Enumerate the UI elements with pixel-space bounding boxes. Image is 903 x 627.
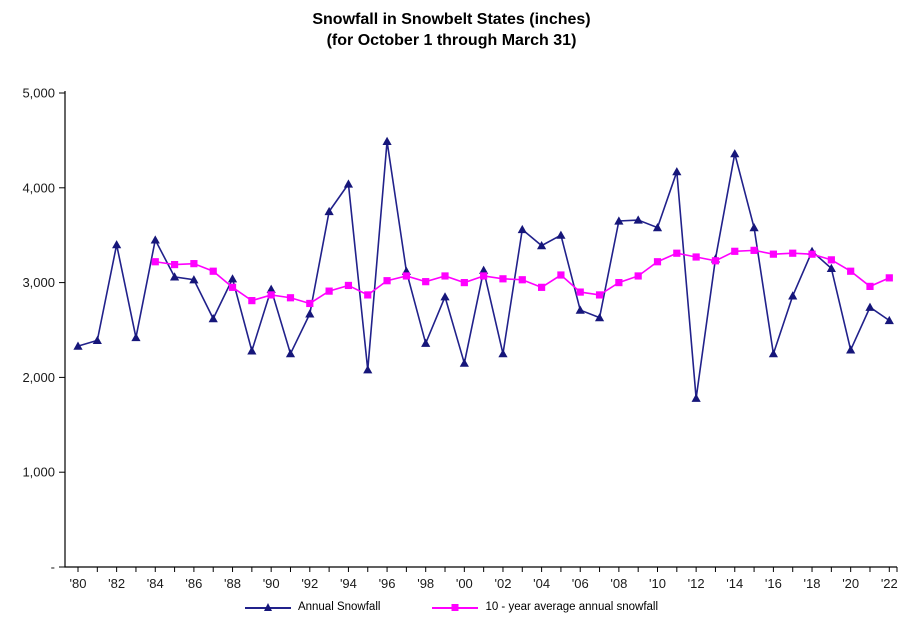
svg-text:'06: '06 [572, 576, 589, 591]
svg-text:5,000: 5,000 [22, 86, 55, 101]
svg-text:1,000: 1,000 [22, 465, 55, 480]
svg-text:-: - [51, 560, 55, 575]
legend-item-annual-snowfall: Annual Snowfall [244, 601, 381, 613]
svg-text:'90: '90 [263, 576, 280, 591]
svg-text:'20: '20 [842, 576, 859, 591]
legend-label-10-year-average: 10 - year average annual snowfall [485, 601, 659, 613]
svg-text:'96: '96 [379, 576, 396, 591]
svg-text:'08: '08 [610, 576, 627, 591]
chart-legend: Annual Snowfall 10 - year average annual… [0, 601, 903, 613]
svg-text:'10: '10 [649, 576, 666, 591]
svg-text:'04: '04 [533, 576, 550, 591]
svg-text:'14: '14 [726, 576, 743, 591]
chart-title-line1: Snowfall in Snowbelt States (inches) [312, 11, 591, 28]
svg-text:'16: '16 [765, 576, 782, 591]
svg-text:'94: '94 [340, 576, 357, 591]
svg-text:'82: '82 [108, 576, 125, 591]
svg-text:4,000: 4,000 [22, 180, 55, 195]
svg-text:'02: '02 [494, 576, 511, 591]
svg-text:3,000: 3,000 [22, 275, 55, 290]
legend-item-10-year-average: 10 - year average annual snowfall [432, 601, 658, 613]
svg-text:'88: '88 [224, 576, 241, 591]
chart-title: Snowfall in Snowbelt States (inches) (fo… [0, 9, 903, 51]
svg-text:'86: '86 [185, 576, 202, 591]
average-snowfall-line-marker-icon [432, 602, 479, 613]
svg-text:'00: '00 [456, 576, 473, 591]
chart-title-line2: (for October 1 through March 31) [326, 32, 577, 49]
svg-text:'92: '92 [301, 576, 318, 591]
svg-text:'98: '98 [417, 576, 434, 591]
svg-text:'84: '84 [147, 576, 164, 591]
annual-snowfall-line-marker-icon [244, 602, 291, 613]
svg-text:'22: '22 [881, 576, 898, 591]
svg-text:'18: '18 [804, 576, 821, 591]
svg-text:'12: '12 [688, 576, 705, 591]
svg-text:'80: '80 [70, 576, 87, 591]
svg-text:2,000: 2,000 [22, 370, 55, 385]
legend-label-annual-snowfall: Annual Snowfall [297, 601, 381, 613]
